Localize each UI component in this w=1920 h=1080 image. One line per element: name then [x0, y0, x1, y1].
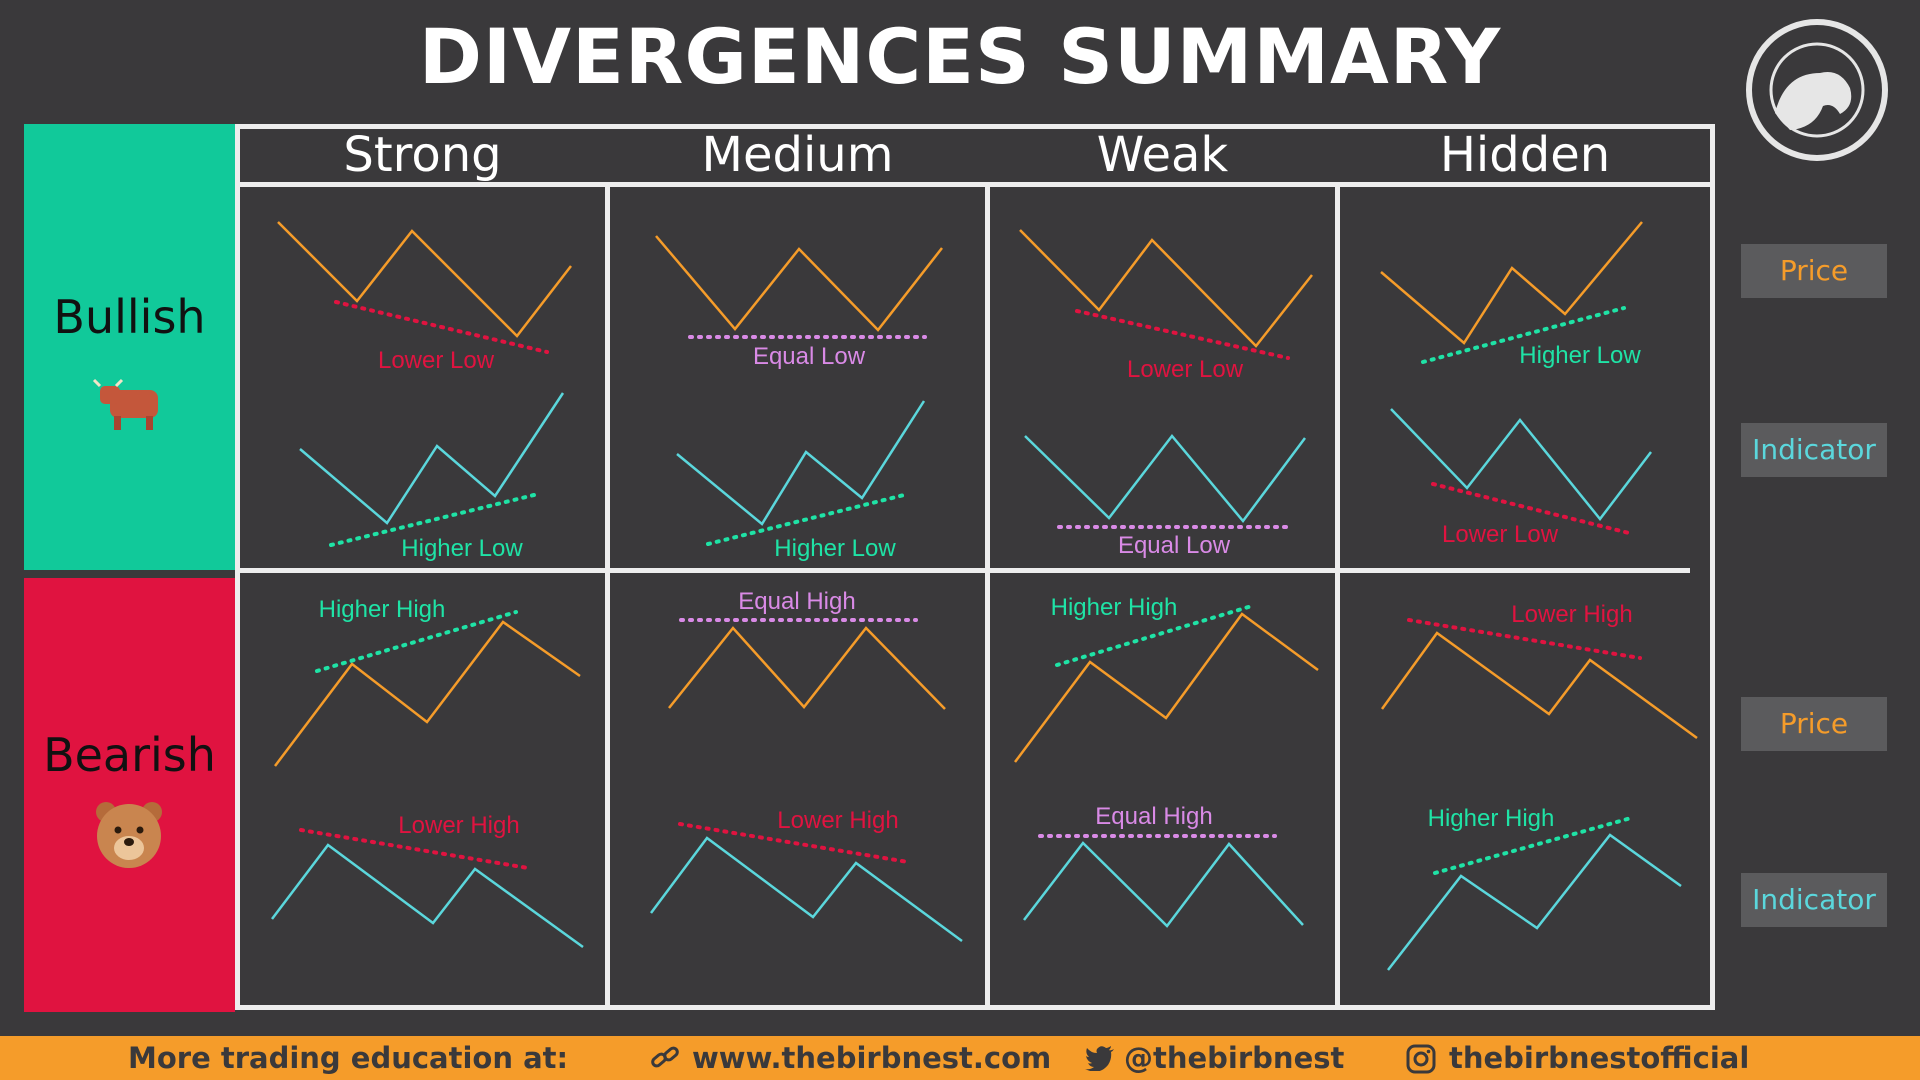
footer-website-link[interactable]: www.thebirbnest.com — [692, 1041, 1052, 1075]
bearish-row-label: Bearish — [24, 578, 235, 1012]
header-divider — [235, 182, 1715, 187]
bullish-row-label: Bullish — [24, 124, 235, 570]
bearish-label: Bearish — [43, 728, 216, 782]
instagram-icon — [1406, 1044, 1436, 1074]
link-icon — [651, 1046, 679, 1068]
divergence-grid — [235, 124, 1715, 1010]
column-divider — [1335, 185, 1340, 1005]
column-header-hidden: Hidden — [1439, 127, 1611, 183]
column-header-weak: Weak — [1096, 127, 1229, 183]
column-header-strong: Strong — [343, 127, 502, 183]
footer-instagram-link[interactable]: thebirbnestofficial — [1449, 1041, 1750, 1075]
column-header-medium: Medium — [701, 127, 894, 183]
bear-icon — [96, 802, 162, 868]
page-title: DIVERGENCES SUMMARY — [418, 12, 1502, 101]
row-divider — [235, 568, 1690, 573]
bullish-price-label: Price — [1741, 244, 1887, 298]
twitter-icon — [1085, 1046, 1114, 1071]
bird-icon — [1775, 72, 1852, 130]
footer-twitter-link[interactable]: @thebirbnest — [1124, 1041, 1345, 1075]
footer-prefix: More trading education at: — [128, 1041, 569, 1075]
footer-bar: More trading education at: www.thebirbne… — [0, 1036, 1920, 1080]
birb-nest-logo — [1746, 19, 1888, 161]
column-divider — [985, 185, 990, 1005]
bearish-price-label: Price — [1741, 697, 1887, 751]
bearish-indicator-label: Indicator — [1741, 873, 1887, 927]
bull-icon — [92, 378, 158, 430]
bullish-label: Bullish — [53, 290, 206, 344]
bullish-indicator-label: Indicator — [1741, 423, 1887, 477]
column-divider — [605, 185, 610, 1005]
